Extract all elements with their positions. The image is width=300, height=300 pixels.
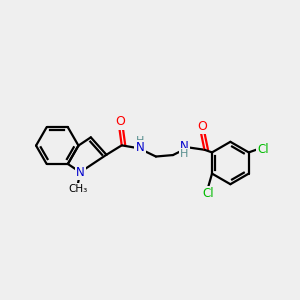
- Text: N: N: [136, 141, 144, 154]
- Text: Cl: Cl: [258, 143, 269, 156]
- Text: O: O: [116, 115, 125, 128]
- Text: H: H: [136, 136, 144, 146]
- Text: N: N: [76, 166, 85, 179]
- Text: O: O: [197, 120, 207, 133]
- Text: H: H: [180, 149, 188, 160]
- Text: Cl: Cl: [203, 187, 214, 200]
- Text: N: N: [180, 140, 188, 153]
- Text: CH₃: CH₃: [68, 184, 88, 194]
